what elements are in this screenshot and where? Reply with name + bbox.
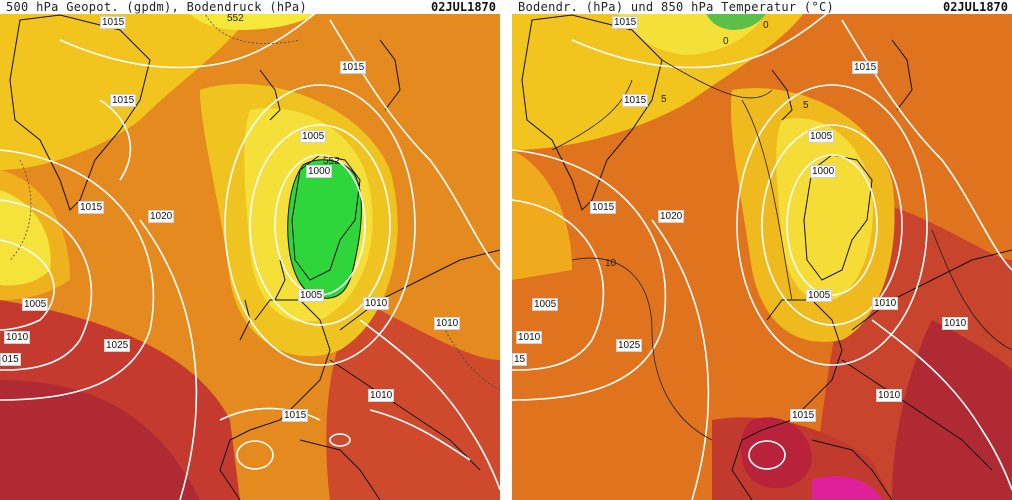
isobar-label: 1015: [590, 201, 617, 214]
isobar-label: 1015: [622, 94, 649, 107]
left-map-date: 02JUL1870: [430, 0, 496, 14]
geopotential-label: 552: [323, 156, 340, 167]
isobar-label: 1010: [4, 331, 31, 344]
right-map-canvas: [512, 0, 1012, 500]
isobar-label: 1015: [340, 61, 367, 74]
isobar-label: 1000: [810, 165, 837, 178]
isobar-label: 1005: [808, 130, 835, 143]
isobar-label: 1010: [876, 389, 903, 402]
right-map-date: 02JUL1870: [942, 0, 1008, 14]
temperature-label: 0: [763, 20, 769, 31]
right-map-header: Bodendr. (hPa) und 850 hPa Temperatur (°…: [512, 0, 1012, 14]
isobar-label: 1015: [78, 201, 105, 214]
isobar-label: 1010: [942, 317, 969, 330]
isobar-label: 1010: [368, 389, 395, 402]
isobar-label: 1015: [100, 16, 127, 29]
isobar-label: 1015: [852, 61, 879, 74]
isobar-label: 1010: [363, 297, 390, 310]
isobars: [0, 0, 500, 500]
isobar-label: 1010: [516, 331, 543, 344]
right-map-panel: Bodendr. (hPa) und 850 hPa Temperatur (°…: [512, 0, 1012, 500]
isobar-label: 1015: [790, 409, 817, 422]
coastlines: [9, 14, 500, 500]
temperature-label: 10: [605, 258, 617, 269]
isobar-label: 1005: [22, 298, 49, 311]
left-map-canvas: [0, 0, 500, 500]
isobar-label: 1010: [434, 317, 461, 330]
isobar-label: 1025: [104, 339, 131, 352]
temperature-label: 0: [723, 36, 729, 47]
isobar-label: 1005: [300, 130, 327, 143]
isobar-label: 1005: [298, 289, 325, 302]
isobar-label: 1005: [806, 289, 833, 302]
left-map-panel: 500 hPa Geopot. (gpdm), Bodendruck (hPa)…: [0, 0, 500, 500]
temperature-label: 5: [661, 94, 667, 105]
temperature-label: 5: [803, 100, 809, 111]
left-map-title: 500 hPa Geopot. (gpdm), Bodendruck (hPa): [6, 0, 307, 14]
isobar-label: 15: [512, 353, 528, 366]
isobar-label: 1015: [282, 409, 309, 422]
isobar-label: 1025: [616, 339, 643, 352]
isobar-label: 1015: [110, 94, 137, 107]
isobar-label: 015: [0, 353, 21, 366]
right-map-title: Bodendr. (hPa) und 850 hPa Temperatur (°…: [518, 0, 835, 14]
isobar-label: 1000: [306, 165, 333, 178]
isobar-label: 1010: [872, 297, 899, 310]
hot-spot-region: [812, 476, 882, 500]
left-map-header: 500 hPa Geopot. (gpdm), Bodendruck (hPa)…: [0, 0, 500, 14]
coastlines: [521, 14, 1012, 500]
geopotential-label: 552: [227, 13, 244, 24]
geopotential-low-region: [287, 159, 362, 299]
temperature-contours: [551, 59, 1012, 441]
isobar-label: 1005: [532, 298, 559, 311]
isobar-label: 1020: [148, 210, 175, 223]
isobar-label: 1020: [658, 210, 685, 223]
isobar-label: 1015: [612, 16, 639, 29]
